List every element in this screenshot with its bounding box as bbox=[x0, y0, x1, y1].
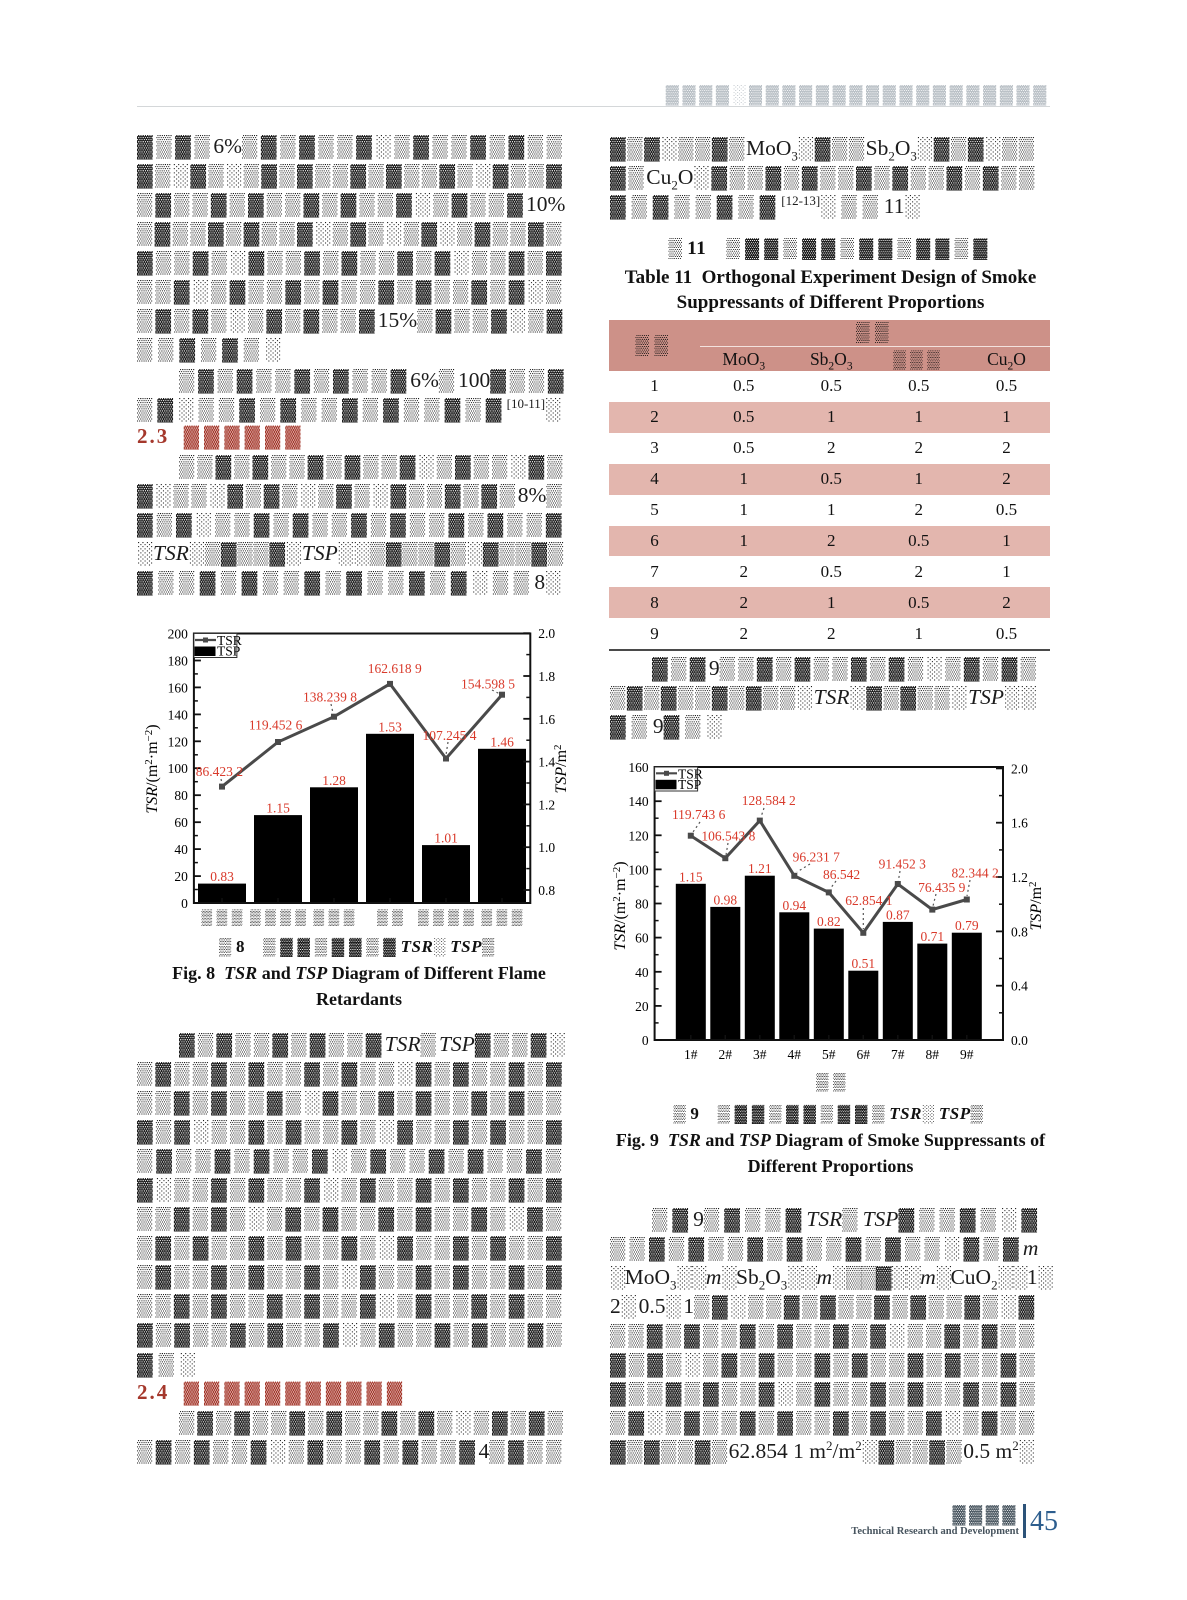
svg-text:TSP: TSP bbox=[678, 777, 701, 792]
svg-text:0.87: 0.87 bbox=[886, 907, 910, 922]
svg-text:20: 20 bbox=[635, 999, 649, 1014]
svg-text:120: 120 bbox=[168, 734, 189, 749]
svg-text:1.53: 1.53 bbox=[378, 719, 402, 734]
svg-text:20: 20 bbox=[174, 869, 188, 884]
svg-text:200: 200 bbox=[168, 627, 189, 642]
svg-text:4#: 4# bbox=[788, 1047, 802, 1062]
svg-text:2#: 2# bbox=[719, 1047, 733, 1062]
svg-text:TSR/(m2·m−2): TSR/(m2·m−2) bbox=[143, 724, 161, 813]
svg-text:1.6: 1.6 bbox=[538, 712, 555, 727]
svg-text:0: 0 bbox=[642, 1033, 649, 1048]
svg-text:1.46: 1.46 bbox=[490, 734, 514, 749]
svg-text:TSP/m2: TSP/m2 bbox=[552, 744, 570, 793]
svg-text:120: 120 bbox=[628, 828, 649, 843]
svg-text:0.4: 0.4 bbox=[1011, 979, 1028, 994]
svg-text:91.452 3: 91.452 3 bbox=[879, 857, 927, 872]
svg-text:1.15: 1.15 bbox=[679, 869, 703, 884]
svg-text:0.79: 0.79 bbox=[955, 918, 979, 933]
svg-text:154.598 5: 154.598 5 bbox=[461, 677, 515, 692]
svg-text:0.83: 0.83 bbox=[210, 869, 234, 884]
svg-text:76.435 9: 76.435 9 bbox=[918, 880, 966, 895]
svg-text:100: 100 bbox=[168, 761, 189, 776]
svg-text:▒▒▒: ▒▒▒ bbox=[202, 909, 247, 926]
svg-text:0.51: 0.51 bbox=[851, 956, 875, 971]
svg-text:3#: 3# bbox=[753, 1047, 767, 1062]
svg-text:0.71: 0.71 bbox=[920, 929, 944, 944]
svg-text:82.344 2: 82.344 2 bbox=[951, 866, 998, 881]
svg-text:▒▒: ▒▒ bbox=[816, 1072, 850, 1092]
svg-text:107.245 4: 107.245 4 bbox=[423, 728, 477, 743]
svg-text:0.94: 0.94 bbox=[782, 898, 806, 913]
svg-text:▒▒: ▒▒ bbox=[377, 909, 407, 926]
svg-text:1.2: 1.2 bbox=[1011, 870, 1028, 885]
svg-text:86.542: 86.542 bbox=[823, 867, 860, 882]
svg-text:TSP: TSP bbox=[217, 644, 240, 659]
svg-text:6#: 6# bbox=[857, 1047, 871, 1062]
svg-text:TSR: TSR bbox=[217, 633, 242, 648]
svg-text:1.4: 1.4 bbox=[538, 755, 555, 770]
svg-text:80: 80 bbox=[635, 897, 649, 912]
svg-text:100: 100 bbox=[628, 862, 649, 877]
svg-text:40: 40 bbox=[635, 965, 649, 980]
svg-text:7#: 7# bbox=[891, 1047, 905, 1062]
svg-text:1.6: 1.6 bbox=[1011, 816, 1028, 831]
svg-text:9#: 9# bbox=[960, 1047, 974, 1062]
svg-text:119.452 6: 119.452 6 bbox=[249, 717, 303, 732]
svg-text:119.743 6: 119.743 6 bbox=[672, 807, 726, 822]
svg-text:162.618 9: 162.618 9 bbox=[368, 661, 422, 676]
svg-text:0: 0 bbox=[181, 896, 188, 911]
svg-text:TSR: TSR bbox=[678, 766, 703, 781]
svg-text:160: 160 bbox=[628, 760, 649, 775]
svg-text:1.21: 1.21 bbox=[748, 861, 772, 876]
svg-text:60: 60 bbox=[635, 931, 649, 946]
svg-text:1.28: 1.28 bbox=[322, 773, 346, 788]
svg-text:▒▒▒: ▒▒▒ bbox=[314, 909, 359, 926]
svg-text:5#: 5# bbox=[822, 1047, 836, 1062]
svg-text:▒▒▒: ▒▒▒ bbox=[482, 909, 527, 926]
svg-text:0.82: 0.82 bbox=[817, 914, 841, 929]
svg-text:▒▒▒▒: ▒▒▒▒ bbox=[250, 909, 311, 926]
svg-text:1.0: 1.0 bbox=[538, 840, 555, 855]
svg-text:1.8: 1.8 bbox=[538, 669, 555, 684]
svg-text:0.98: 0.98 bbox=[713, 892, 737, 907]
svg-text:86.423 2: 86.423 2 bbox=[196, 764, 243, 779]
svg-text:1.2: 1.2 bbox=[538, 797, 555, 812]
svg-text:0.0: 0.0 bbox=[1011, 1033, 1028, 1048]
svg-text:128.584 2: 128.584 2 bbox=[742, 793, 796, 808]
svg-text:60: 60 bbox=[174, 815, 188, 830]
svg-text:2.0: 2.0 bbox=[538, 626, 555, 641]
svg-text:TSP/m2: TSP/m2 bbox=[1027, 881, 1045, 930]
svg-text:40: 40 bbox=[174, 842, 188, 857]
svg-text:0.8: 0.8 bbox=[538, 883, 555, 898]
svg-text:▒▒▒▒: ▒▒▒▒ bbox=[418, 909, 479, 926]
svg-text:140: 140 bbox=[628, 794, 649, 809]
svg-text:0.8: 0.8 bbox=[1011, 924, 1028, 939]
svg-text:2.0: 2.0 bbox=[1011, 761, 1028, 776]
svg-text:140: 140 bbox=[168, 707, 189, 722]
svg-text:106.543 8: 106.543 8 bbox=[701, 828, 755, 843]
svg-text:8#: 8# bbox=[926, 1047, 940, 1062]
svg-text:1.15: 1.15 bbox=[266, 801, 290, 816]
svg-text:160: 160 bbox=[168, 680, 189, 695]
svg-text:TSR/(m2·m−2): TSR/(m2·m−2) bbox=[611, 861, 629, 950]
svg-text:80: 80 bbox=[174, 788, 188, 803]
svg-text:180: 180 bbox=[168, 654, 189, 669]
svg-text:1#: 1# bbox=[684, 1047, 698, 1062]
svg-text:62.854 1: 62.854 1 bbox=[845, 893, 892, 908]
svg-text:1.01: 1.01 bbox=[434, 831, 458, 846]
svg-text:96.231 7: 96.231 7 bbox=[793, 849, 841, 864]
svg-text:138.239 8: 138.239 8 bbox=[303, 690, 357, 705]
